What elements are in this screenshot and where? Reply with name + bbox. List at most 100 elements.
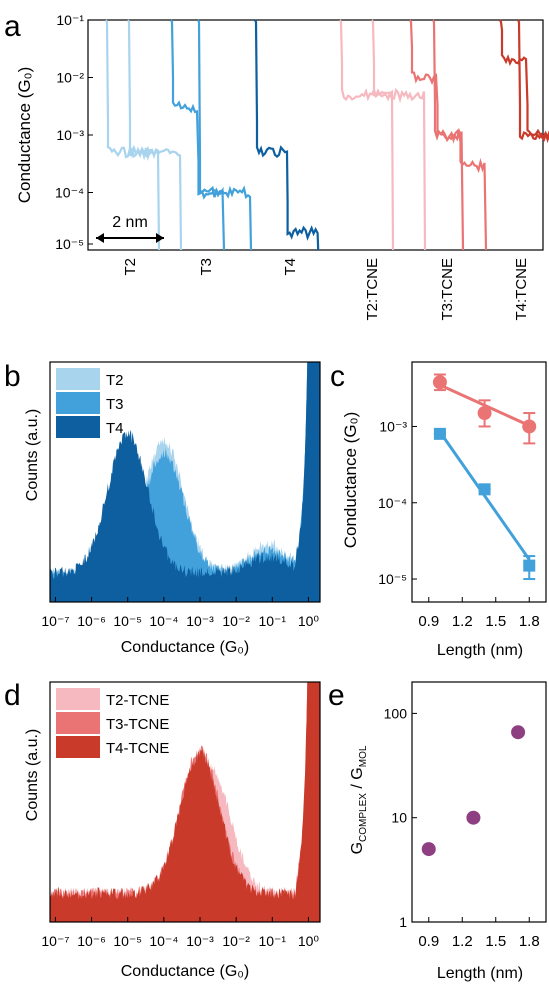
trace-t4-tcne (499, 19, 549, 144)
data-point (466, 810, 481, 825)
panel-c-points (432, 373, 537, 581)
x-tick-label: 10⁻⁷ (41, 933, 69, 949)
data-point (522, 419, 537, 434)
x-tick-label: 10⁻² (222, 933, 250, 949)
panel-b-y-label: Counts (a.u.) (24, 409, 41, 501)
series-label: T3 (198, 258, 215, 276)
panel-b-x-label: Conductance (G₀) (121, 639, 249, 656)
x-tick-label: 10⁻⁵ (113, 933, 142, 949)
x-tick-label: 1.5 (485, 933, 506, 950)
x-tick-label: 10⁻⁴ (149, 613, 178, 629)
trace-t2-tcne (339, 19, 395, 251)
y-tick-label: 10⁻⁵ (378, 571, 407, 587)
trace-t3-tcne (432, 19, 488, 251)
trace-t4 (254, 19, 320, 251)
panel-d-histogram (50, 682, 320, 922)
trace-t4-tcne (517, 19, 549, 142)
y-tick-label: 100 (384, 705, 408, 721)
legend-swatch (56, 712, 100, 734)
legend-swatch (56, 416, 100, 438)
panel-c-frame (411, 361, 547, 603)
panel-b: b 10⁻⁷ 10⁻⁶ 10⁻⁵ 10⁻⁴ 10⁻³ 10⁻² 10⁻¹ 10⁰ Conduc… (4, 360, 321, 656)
data-point (421, 842, 436, 857)
panel-e-points (421, 725, 526, 857)
y-tick-label: 10⁻² (56, 70, 84, 86)
x-tick-label: 1.5 (485, 613, 506, 630)
legend-swatch (56, 368, 100, 390)
y-tick-label: 10⁻¹ (56, 12, 84, 28)
trace-t2-tcne (371, 19, 427, 251)
legend-swatch (56, 736, 100, 758)
series-label: T2:TCNE (364, 258, 381, 321)
panel-c-axes: 0.9 1.2 1.5 1.8 10⁻⁵ 10⁻⁴ 10⁻³ (378, 418, 540, 630)
y-tick-label: 10 (391, 810, 407, 826)
x-tick-label: 10⁻⁴ (149, 933, 178, 949)
scale-bar-label: 2 nm (112, 214, 148, 231)
panel-d-legend: T2-TCNE T3-TCNE T4-TCNE (56, 688, 169, 758)
x-tick-label: 10⁻⁶ (77, 933, 106, 949)
panel-a-y-label: Conductance (G₀) (15, 67, 34, 204)
panel-c-x-label: Length (nm) (437, 642, 523, 659)
legend-swatch (56, 688, 100, 710)
panel-a-y-axis: 10⁻⁵ 10⁻⁴ 10⁻³ 10⁻² 10⁻¹ (55, 12, 93, 252)
y-tick-label: 10⁻⁴ (378, 495, 407, 511)
panel-b-histogram (50, 362, 320, 602)
panel-d-label: d (4, 679, 21, 712)
panel-b-legend: T2 T3 T4 (56, 368, 124, 438)
x-tick-label: 1.8 (519, 933, 540, 950)
y-tick-label: 10⁻³ (56, 127, 84, 143)
panel-c-y-label: Conductance (G₀) (341, 412, 360, 549)
panel-d-y-label: Counts (a.u.) (24, 729, 41, 821)
panel-a-label: a (4, 10, 21, 43)
x-tick-label: 1.8 (519, 613, 540, 630)
trace-t3 (197, 19, 253, 251)
x-tick-label: 0.9 (418, 613, 439, 630)
trace-t3-tcne (409, 19, 465, 251)
histogram-t4-tcne (50, 682, 320, 922)
x-tick-label: 10⁰ (298, 613, 320, 629)
panel-e-axes: 0.9 1.2 1.5 1.8 1 10 100 (384, 705, 540, 950)
y-tick-label: 1 (399, 914, 407, 930)
panel-e-label: e (328, 679, 345, 712)
data-point (432, 375, 447, 390)
x-tick-label: 10⁻¹ (258, 933, 286, 949)
fit-line (439, 383, 536, 430)
scale-bar: 2 nm (96, 214, 164, 243)
fit-line (438, 430, 531, 561)
panel-c: c 0.9 1.2 1.5 1.8 10⁻⁵ 10⁻⁴ 10⁻³ Length (nm) C… (330, 360, 547, 659)
panel-d-x-label: Conductance (G₀) (121, 963, 249, 980)
x-tick-label: 10⁻³ (186, 933, 214, 949)
legend-label: T3 (106, 396, 124, 413)
x-tick-label: 0.9 (418, 933, 439, 950)
x-tick-label: 1.2 (452, 613, 473, 630)
y-tick-label: 10⁻³ (379, 418, 407, 434)
panel-b-x-axis: 10⁻⁷ 10⁻⁶ 10⁻⁵ 10⁻⁴ 10⁻³ 10⁻² 10⁻¹ 10⁰ (41, 597, 319, 629)
series-label: T4:TCNE (513, 258, 530, 321)
panel-a-frame (87, 19, 544, 251)
panel-e-x-label: Length (nm) (437, 965, 523, 982)
trace-t2 (127, 19, 183, 251)
panel-a-traces (105, 19, 549, 251)
x-tick-label: 10⁰ (298, 933, 320, 949)
data-point (478, 483, 491, 496)
y-tick-label: 10⁻⁵ (55, 236, 84, 252)
panel-b-frame (49, 361, 321, 603)
panel-d: d 10⁻⁷ 10⁻⁶ 10⁻⁵ 10⁻⁴ 10⁻³ 10⁻² 10⁻¹ 10⁰ Conduc… (4, 679, 321, 980)
series-label: T4 (282, 258, 299, 276)
x-tick-label: 10⁻⁷ (41, 613, 69, 629)
panel-c-label: c (330, 360, 345, 393)
panel-a: a 10⁻⁵10⁻⁴10⁻³10⁻²10⁻¹ Conductance (G₀) … (4, 10, 549, 321)
data-point (477, 406, 492, 421)
legend-label: T2-TCNE (106, 692, 169, 709)
y-tick-label: 10⁻⁴ (55, 185, 84, 201)
data-point (511, 725, 526, 740)
legend-swatch (56, 392, 100, 414)
histogram-t4 (50, 362, 320, 602)
x-tick-label: 1.2 (452, 933, 473, 950)
x-tick-label: 10⁻² (222, 613, 250, 629)
panel-e-y-label: GCOMPLEX / GMOL (349, 745, 369, 854)
x-tick-label: 10⁻⁶ (77, 613, 106, 629)
series-label: T3:TCNE (439, 258, 456, 321)
trace-t3 (170, 19, 226, 251)
